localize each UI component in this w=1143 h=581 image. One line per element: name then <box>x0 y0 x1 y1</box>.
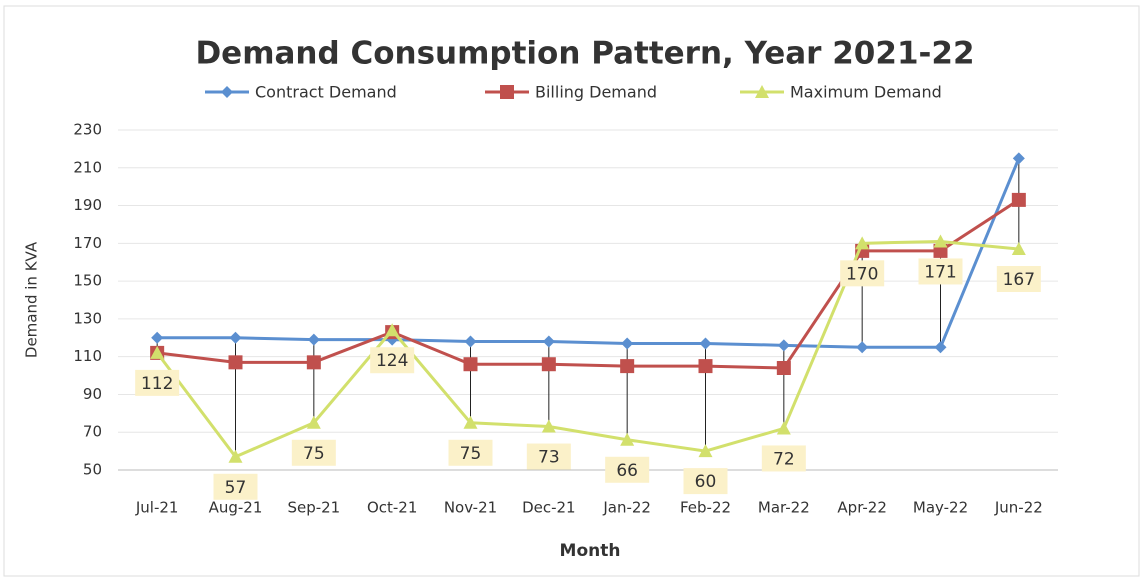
data-label-box <box>291 439 336 466</box>
data-label-box <box>761 445 806 472</box>
y-tick-label: 170 <box>73 234 102 252</box>
y-tick-label: 90 <box>83 385 102 403</box>
data-label: 167 <box>1003 270 1035 290</box>
series-line <box>156 198 1020 370</box>
data-label: 170 <box>846 264 878 284</box>
marker <box>699 337 712 350</box>
data-label-box <box>370 347 415 374</box>
marker <box>698 359 713 374</box>
x-axis-label: Month <box>560 541 621 561</box>
data-label-box <box>683 468 728 495</box>
marker <box>776 361 791 375</box>
marker <box>698 444 713 458</box>
x-tick-label: Oct-21 <box>367 499 417 517</box>
data-label-box <box>840 260 885 287</box>
chart-frame <box>3 5 1140 577</box>
marker <box>229 331 242 344</box>
data-label-box <box>996 266 1041 292</box>
x-tick-label: Jul-21 <box>135 499 179 517</box>
data-label: 124 <box>376 351 408 371</box>
x-tick-label: Jun-22 <box>994 499 1043 517</box>
marker <box>307 333 320 346</box>
y-tick-label: 150 <box>73 272 102 290</box>
data-label: 72 <box>773 449 795 469</box>
y-tick-label: 210 <box>73 158 102 176</box>
marker <box>933 234 948 248</box>
x-tick-label: Sep-21 <box>287 499 340 517</box>
marker <box>621 337 634 350</box>
marker <box>306 355 321 370</box>
legend-label: Maximum Demand <box>790 83 942 102</box>
marker <box>1012 152 1025 165</box>
data-label: 57 <box>225 478 247 498</box>
x-tick-label: Feb-22 <box>680 499 731 517</box>
marker <box>500 85 514 99</box>
y-tick-label: 110 <box>73 347 102 365</box>
marker <box>150 345 165 359</box>
marker <box>755 85 769 98</box>
marker <box>464 335 477 348</box>
marker <box>541 419 556 433</box>
x-tick-label: Dec-21 <box>522 499 576 517</box>
marker <box>856 341 869 354</box>
x-tick-label: May-22 <box>913 499 968 517</box>
y-tick-label: 190 <box>73 196 102 214</box>
marker <box>1011 192 1026 207</box>
marker <box>228 355 243 370</box>
data-label-box <box>213 473 258 500</box>
marker <box>463 357 478 372</box>
data-label-box <box>135 369 180 396</box>
y-axis-label: Demand in KVA <box>23 241 41 358</box>
data-label: 60 <box>695 472 717 492</box>
legend-label: Contract Demand <box>255 83 397 102</box>
data-label: 73 <box>538 448 560 468</box>
legend-label: Billing Demand <box>535 83 657 102</box>
marker <box>541 357 556 372</box>
series-line <box>155 239 1019 459</box>
marker <box>306 415 321 429</box>
y-tick-label: 50 <box>83 461 102 479</box>
marker <box>1011 242 1026 255</box>
y-tick-label: 70 <box>83 423 102 441</box>
series-line <box>157 157 1021 349</box>
data-label: 75 <box>460 444 482 464</box>
marker <box>463 415 478 429</box>
data-label: 112 <box>141 374 173 394</box>
marker <box>228 449 243 463</box>
marker <box>221 86 233 98</box>
x-tick-label: Aug-21 <box>209 499 263 517</box>
marker <box>855 236 870 250</box>
data-label-box <box>918 258 963 285</box>
marker <box>934 341 947 354</box>
data-label: 66 <box>616 461 638 481</box>
marker <box>620 432 635 446</box>
y-tick-label: 230 <box>73 121 102 139</box>
x-tick-label: Apr-22 <box>837 499 887 517</box>
marker <box>620 359 635 374</box>
data-label-box <box>605 456 650 483</box>
marker <box>151 331 164 344</box>
marker <box>385 323 400 337</box>
marker <box>777 339 790 352</box>
x-tick-label: Jan-22 <box>602 499 651 517</box>
y-tick-label: 130 <box>73 309 102 327</box>
data-label-box <box>526 443 571 470</box>
x-tick-label: Mar-22 <box>758 499 810 517</box>
data-label: 75 <box>303 444 325 464</box>
x-tick-label: Nov-21 <box>444 499 497 517</box>
data-label: 171 <box>924 262 956 282</box>
marker <box>776 421 791 435</box>
data-label-box <box>448 439 493 466</box>
chart-title: Demand Consumption Pattern, Year 2021-22 <box>195 36 974 72</box>
marker <box>542 335 555 348</box>
